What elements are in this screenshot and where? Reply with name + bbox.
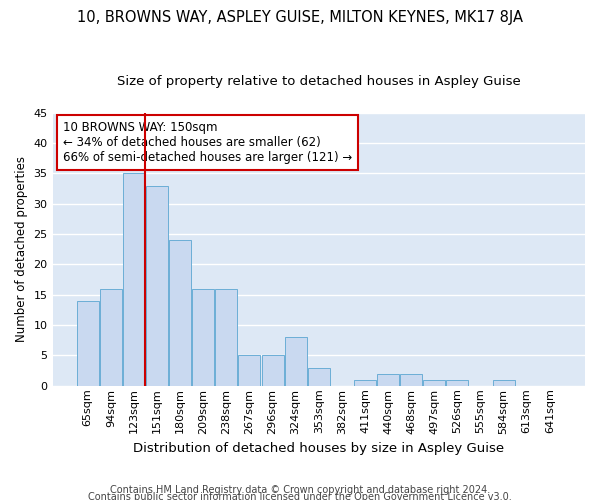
Bar — [377, 374, 399, 386]
Bar — [400, 374, 422, 386]
Bar — [308, 368, 330, 386]
Bar — [192, 288, 214, 386]
Y-axis label: Number of detached properties: Number of detached properties — [15, 156, 28, 342]
Text: 10 BROWNS WAY: 150sqm
← 34% of detached houses are smaller (62)
66% of semi-deta: 10 BROWNS WAY: 150sqm ← 34% of detached … — [63, 121, 352, 164]
Bar — [262, 356, 284, 386]
Bar — [493, 380, 515, 386]
Bar — [146, 186, 168, 386]
Bar — [123, 174, 145, 386]
Bar — [354, 380, 376, 386]
Text: Contains public sector information licensed under the Open Government Licence v3: Contains public sector information licen… — [88, 492, 512, 500]
Bar — [284, 337, 307, 386]
Bar — [446, 380, 469, 386]
Bar — [215, 288, 238, 386]
Bar — [100, 288, 122, 386]
Title: Size of property relative to detached houses in Aspley Guise: Size of property relative to detached ho… — [117, 75, 521, 88]
Text: 10, BROWNS WAY, ASPLEY GUISE, MILTON KEYNES, MK17 8JA: 10, BROWNS WAY, ASPLEY GUISE, MILTON KEY… — [77, 10, 523, 25]
Text: Contains HM Land Registry data © Crown copyright and database right 2024.: Contains HM Land Registry data © Crown c… — [110, 485, 490, 495]
Bar — [424, 380, 445, 386]
Bar — [238, 356, 260, 386]
Bar — [77, 301, 98, 386]
Bar — [169, 240, 191, 386]
X-axis label: Distribution of detached houses by size in Aspley Guise: Distribution of detached houses by size … — [133, 442, 505, 455]
